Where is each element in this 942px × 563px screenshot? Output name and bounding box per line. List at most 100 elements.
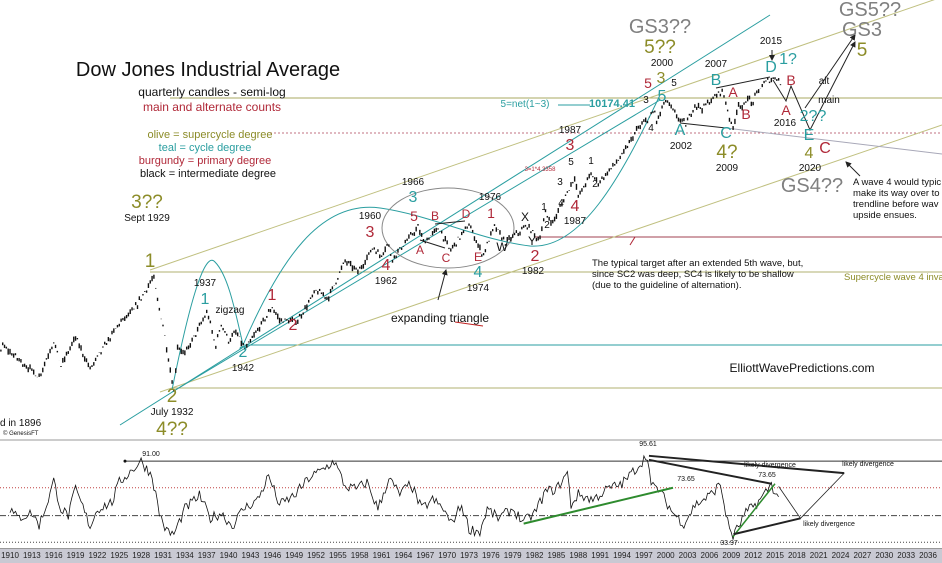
wave-label: 4??	[156, 419, 188, 440]
note-right: A wave 4 would typic make its way over t…	[853, 177, 942, 222]
date-label: 1966	[401, 177, 425, 188]
price-series	[0, 77, 782, 392]
wave-label: C	[441, 251, 451, 265]
wave-label: 3	[365, 224, 375, 241]
wave-label: 5	[644, 75, 652, 91]
legend-black: black = intermediate degree	[139, 168, 277, 180]
divergence-line	[733, 517, 801, 536]
osc-line	[9, 454, 779, 540]
note-line: A wave 4 would typic	[853, 177, 942, 188]
legend-olive: olive = supercycle degree	[147, 129, 273, 141]
wave-label: 5	[657, 88, 667, 105]
projection-alt-label: alt	[818, 76, 830, 87]
date-label: Sept 1929	[124, 213, 170, 224]
x-tick-label: 1946	[263, 551, 282, 560]
triangle-line-bd	[434, 220, 466, 225]
date-label: 2016	[773, 118, 797, 129]
x-tick-label: 1931	[154, 551, 172, 560]
net-label: 5=net(1~3)	[500, 99, 550, 110]
wave-label: C	[819, 140, 831, 157]
wave-label: A	[415, 243, 425, 257]
divergence-label: likely divergence	[744, 462, 796, 469]
wave-label: 4	[804, 145, 814, 162]
abcde-line-bd	[715, 76, 771, 89]
wave-label: 1	[541, 202, 547, 213]
x-tick-label: 2027	[853, 551, 872, 560]
teal-curve-cycle	[242, 94, 661, 346]
note-line: (due to the guideline of alternation).	[592, 279, 742, 291]
x-tick-label: 1949	[285, 551, 304, 560]
target-value: 10174.41	[589, 98, 635, 110]
x-tick-label: 2033	[897, 551, 916, 560]
wave-label: 2??	[799, 108, 827, 125]
note-line: since SC2 was deep, SC4 is likely to be …	[592, 268, 794, 280]
wave-label: E	[803, 127, 815, 144]
wave-label: 2	[288, 317, 298, 334]
x-tick-label: 2036	[919, 551, 937, 560]
wave-label: 1	[267, 287, 277, 304]
x-tick-label: 1964	[394, 551, 413, 560]
osc-value-label: 73.65	[677, 476, 695, 483]
wave-label: GS3??	[628, 16, 692, 38]
divergence-label: likely divergence	[842, 461, 894, 468]
x-tick-label: 1967	[416, 551, 435, 560]
wave-label: A	[781, 102, 791, 118]
triangle-line-ac	[419, 239, 446, 249]
wave-label: B	[710, 72, 722, 89]
wave-label: 2	[530, 248, 540, 265]
wave-label: 4	[558, 198, 564, 209]
gray-trendline	[725, 127, 942, 155]
note-line: trendline before wav	[853, 198, 939, 210]
x-tick-label: 1919	[66, 551, 85, 560]
projection-main-label: main	[818, 95, 840, 106]
green-trendline	[523, 486, 674, 525]
date-label: 2009	[715, 163, 739, 174]
wave-label: 4?	[716, 142, 738, 163]
wave-label: 3	[565, 137, 575, 154]
wave-label: 5??	[644, 37, 676, 58]
date-label: 2020	[798, 163, 822, 174]
olive-upper-channel	[149, 0, 935, 271]
x-tick-label: 1973	[460, 551, 478, 560]
wave-label: 4	[381, 257, 391, 274]
wave-label: A	[674, 122, 686, 139]
osc-value-label: 95.61	[639, 441, 657, 448]
x-tick-label: 2018	[787, 551, 806, 560]
wave-label: GS4??	[780, 175, 844, 197]
x-tick-label: 2024	[831, 551, 850, 560]
x-tick-label: 1937	[197, 551, 216, 560]
x-tick-label: 1922	[88, 551, 107, 560]
date-label: 1960	[358, 211, 382, 222]
date-label: 2015	[759, 36, 783, 47]
wave-label: Y	[527, 234, 537, 248]
x-tick-label: 1961	[372, 551, 391, 560]
x-tick-label: 1925	[110, 551, 129, 560]
wave-label: 1	[588, 156, 594, 167]
note-arrow	[629, 236, 636, 246]
x-tick-label: 1994	[613, 551, 631, 560]
date-label: 1982	[521, 266, 545, 277]
date-label: 2002	[669, 141, 693, 152]
wave-label: B	[430, 209, 440, 223]
x-tick-label: 2006	[700, 551, 719, 560]
wave-label: 3	[557, 177, 563, 188]
x-axis: 1910 1913 1916 1919 1922 1925 1928 1931 1934 1937…	[0, 548, 942, 563]
wave-label: D	[461, 207, 471, 221]
x-tick-label: 1940	[219, 551, 238, 560]
since-label: d in 1896	[0, 418, 42, 429]
x-tick-label: 2030	[875, 551, 894, 560]
expanding-triangle-label: expanding triangle	[390, 311, 490, 325]
teal-trendline	[119, 14, 771, 426]
copyright: © GenesisFT	[3, 431, 39, 437]
triangle-arrow	[437, 269, 448, 301]
x-tick-label: 1982	[525, 551, 544, 560]
wave-label: 1	[144, 251, 156, 272]
wave-label: 2	[544, 220, 550, 231]
wave-label: 1	[487, 205, 495, 221]
red-underline	[454, 321, 484, 327]
wave-label: 3	[656, 70, 666, 87]
wave-label: 4	[648, 123, 654, 134]
wave-label: C	[720, 125, 732, 142]
x-tick-label: 1934	[175, 551, 194, 560]
